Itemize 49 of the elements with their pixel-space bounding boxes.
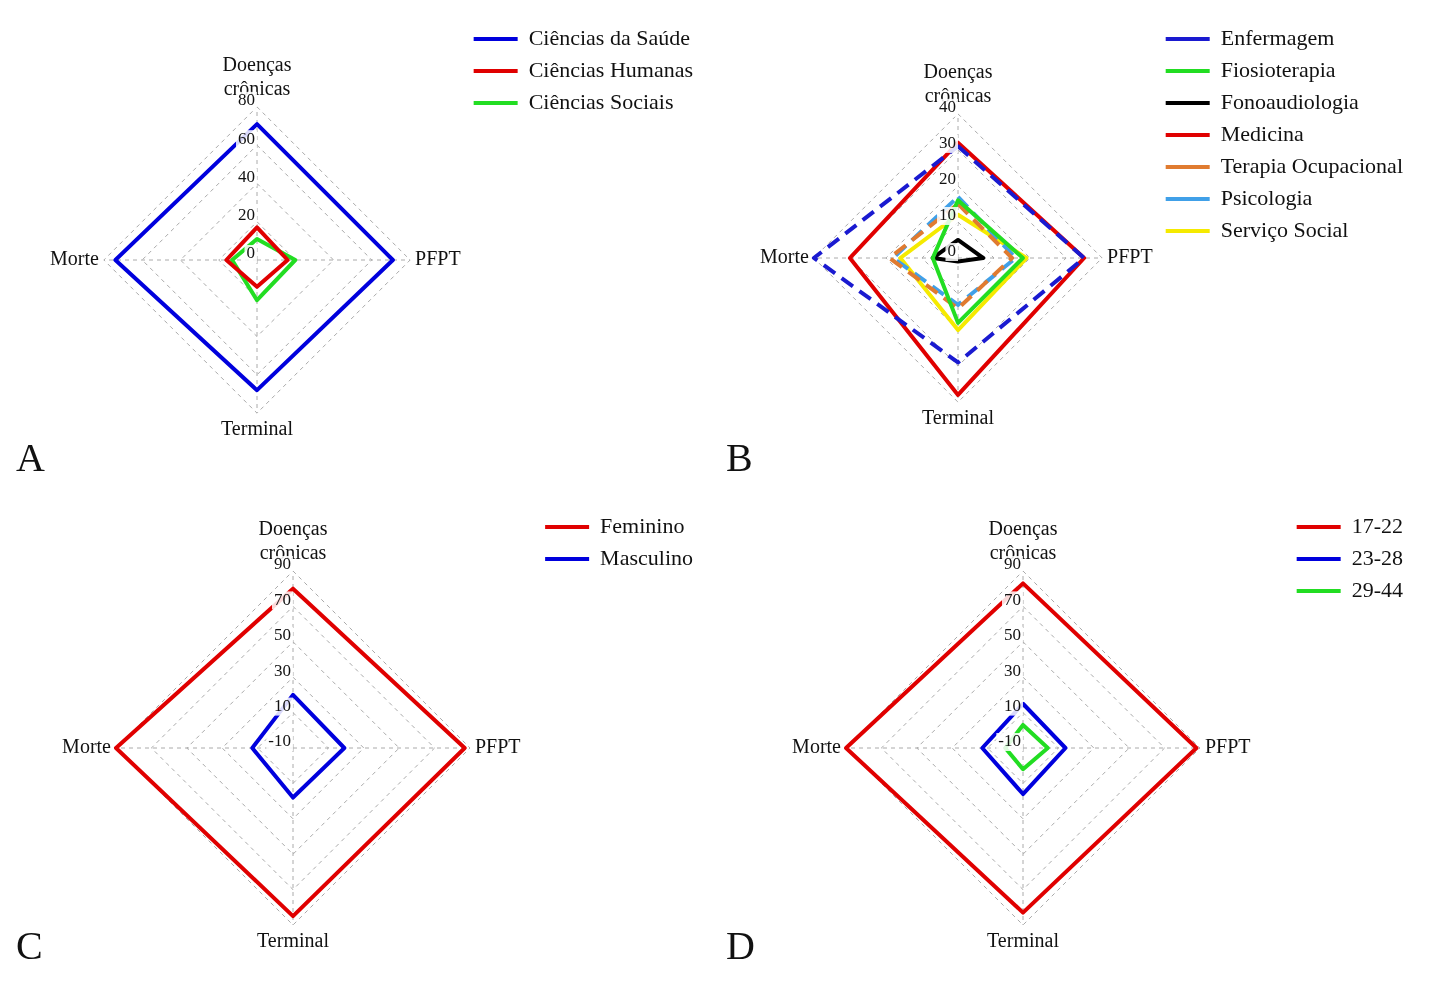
text: C — [16, 922, 43, 968]
legend-label: Ciências Humanas — [528, 56, 694, 82]
spoke-label: Morte — [49, 247, 99, 270]
y-tick-label: 10 — [1004, 696, 1021, 716]
spoke-label: Morte — [62, 735, 112, 758]
spoke-label: Morte — [759, 245, 809, 268]
y-tick-label: 40 — [238, 166, 255, 186]
spoke-label: Terminal — [922, 406, 995, 429]
y-tick-label: 30 — [1004, 660, 1021, 680]
y-tick-label: 50 — [1004, 625, 1021, 645]
legend-label: 23-28 — [1351, 544, 1403, 570]
legend-label: Ciências da Saúde — [528, 24, 690, 50]
y-tick-label: -10 — [998, 731, 1021, 751]
y-tick-label: 50 — [274, 625, 291, 645]
spoke-label: PFPT — [1107, 245, 1153, 268]
spoke-label: Morte — [792, 735, 842, 758]
legend-label: Ciências Sociais — [528, 88, 674, 114]
y-tick-label: 0 — [246, 243, 255, 263]
legend-label: 17-22 — [1351, 512, 1403, 538]
legend-label: Serviço Social — [1220, 216, 1349, 242]
legend-label: Terapia Ocupacional — [1220, 152, 1404, 178]
text: B — [726, 434, 753, 480]
text: D — [726, 922, 755, 968]
legend-label: Fonoaudiologia — [1220, 88, 1360, 114]
spoke-label: Terminal — [257, 929, 330, 952]
y-tick-label: 10 — [939, 205, 956, 225]
y-tick-label: 30 — [939, 133, 956, 153]
legend-label: Masculino — [600, 544, 694, 570]
spoke-label: PFPT — [1205, 735, 1251, 758]
legend-label: Medicina — [1220, 120, 1305, 146]
spoke-label: Terminal — [221, 417, 294, 440]
legend-label: 29-44 — [1351, 576, 1403, 602]
legend-label: Enfermagem — [1220, 24, 1335, 50]
spoke-label: PFPT — [415, 247, 461, 270]
legend-label: Psicologia — [1220, 184, 1313, 210]
text: A — [16, 434, 45, 480]
legend-label: Feminino — [600, 512, 685, 538]
spoke-label: Terminal — [987, 929, 1060, 952]
y-tick-label: 70 — [1004, 589, 1021, 609]
y-tick-label: 20 — [939, 169, 956, 189]
y-tick-label: 70 — [274, 589, 291, 609]
y-tick-label: 10 — [274, 696, 291, 716]
legend-label: Fiosioterapia — [1220, 56, 1336, 82]
y-tick-label: -10 — [268, 731, 291, 751]
y-tick-label: 60 — [238, 128, 255, 148]
spoke-label: PFPT — [475, 735, 521, 758]
y-tick-label: 30 — [274, 660, 291, 680]
y-tick-label: 20 — [238, 205, 255, 225]
y-tick-label: 0 — [947, 241, 956, 261]
